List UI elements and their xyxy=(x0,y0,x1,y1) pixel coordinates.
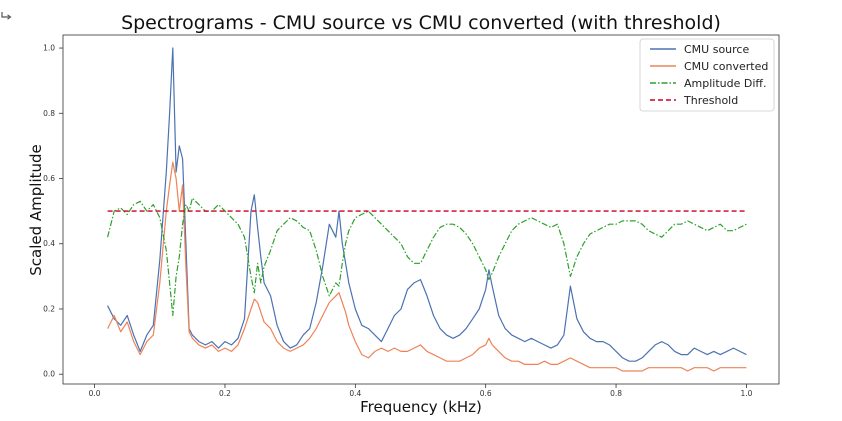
y-tick-label: 0.6 xyxy=(43,174,55,183)
legend: CMU source CMU converted Amplitude Diff. Th… xyxy=(639,38,775,112)
y-axis-label: Scaled Amplitude xyxy=(27,144,45,276)
x-tick-label: 0.6 xyxy=(480,389,492,398)
legend-label-cmu-source: CMU source xyxy=(684,43,749,56)
legend-box xyxy=(639,38,775,112)
y-tick-label: 0.4 xyxy=(43,239,55,248)
plot-frame xyxy=(62,34,780,385)
legend-label-cmu-converted: CMU converted xyxy=(684,60,768,73)
y-tick-label: 0.0 xyxy=(43,370,55,379)
series-line-cmu-converted xyxy=(107,161,747,372)
x-tick-label: 0.2 xyxy=(219,389,231,398)
x-axis-label: Frequency (kHz) xyxy=(360,398,482,416)
x-tick-label: 0.0 xyxy=(89,389,101,398)
legend-label-amplitude-diff: Amplitude Diff. xyxy=(684,77,766,90)
output-arrow-icon xyxy=(1,12,12,20)
y-tick-label: 1.0 xyxy=(43,44,55,53)
x-tick-label: 1.0 xyxy=(740,389,752,398)
y-tick-label: 0.2 xyxy=(43,304,55,313)
x-tick-label: 0.8 xyxy=(610,389,622,398)
series-line-amplitude-diff xyxy=(107,197,747,317)
y-tick-label: 0.8 xyxy=(43,109,55,118)
legend-label-threshold: Threshold xyxy=(683,94,738,107)
series-line-cmu-source xyxy=(107,47,747,362)
chart-title: Spectrograms - CMU source vs CMU convert… xyxy=(121,12,721,34)
x-tick-label: 0.4 xyxy=(349,389,361,398)
